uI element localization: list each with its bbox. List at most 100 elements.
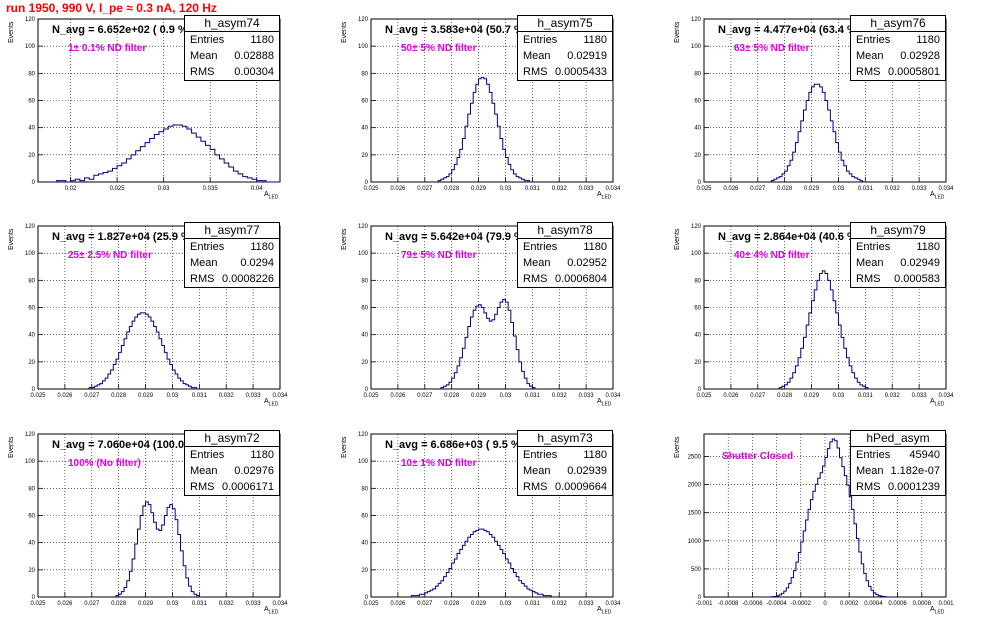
stats-value: 0.0008226 [222,273,274,285]
x-tick-label: 0.032 [885,393,901,399]
y-axis-label: Events [674,228,681,250]
stats-key: Mean [523,465,551,477]
stats-key: Mean [523,50,551,62]
x-tick-label: 0.033 [246,601,262,607]
x-axis-label: ALED [264,606,279,616]
n-avg-label: N_avg = 7.060e+04 (100.0 %) [52,439,201,451]
x-tick-label: 0.028 [111,601,127,607]
x-tick-label: 0.026 [723,393,739,399]
stats-box: h_asym76 Entries 1180 Mean 0.02928 RMS 0.00058… [850,15,946,81]
stats-row-entries: Entries 1180 [185,447,279,463]
y-tick-label: 120 [25,432,36,438]
filter-label: 1± 0.1% ND filter [68,43,147,54]
stats-box-title: h_asym74 [185,16,279,32]
stats-row-mean: Mean 0.0294 [185,255,279,271]
x-tick-label: 0.031 [192,601,208,607]
stats-key: Mean [190,465,218,477]
x-tick-label: 0.025 [363,393,379,399]
stats-value: 0.0006171 [222,481,274,493]
y-tick-label: 40 [28,126,35,132]
x-tick-label: 0.031 [192,393,208,399]
x-tick-label: 0.028 [444,393,460,399]
y-tick-label: 100 [358,44,369,50]
histogram-series [47,124,280,183]
stats-row-mean: Mean 0.02939 [518,463,612,479]
y-tick-label: 60 [694,99,701,105]
x-tick-label: 0.033 [246,393,262,399]
stats-box: h_asym78 Entries 1180 Mean 0.02952 RMS 0.00068… [517,222,613,288]
x-axis-label: ALED [597,606,612,616]
y-axis-label: Events [8,228,15,250]
y-tick-label: 0 [365,180,369,186]
y-axis-label: Events [8,21,15,43]
histogram-series [764,438,893,598]
y-tick-label: 40 [28,333,35,339]
x-tick-label: 0.031 [525,601,541,607]
stats-row-rms: RMS 0.0009664 [518,479,612,495]
n-avg-label: N_avg = 3.583e+04 (50.7 %) [385,24,528,36]
stats-box-title: h_asym77 [185,223,279,239]
y-tick-label: 120 [25,224,36,230]
y-tick-label: 120 [358,224,369,230]
stats-key: RMS [856,481,881,493]
stats-key: Entries [523,241,558,253]
x-axis-label-subscript: LED [601,609,612,616]
stats-value: 0.0009664 [555,481,607,493]
x-tick-label: 0.033 [912,393,928,399]
y-axis-label: Events [341,436,348,458]
x-tick-label: 0.027 [84,601,100,607]
stats-value: 1180 [916,34,940,46]
y-tick-label: 40 [361,541,368,547]
y-tick-label: 80 [361,486,368,492]
x-tick-label: 0.029 [804,186,820,192]
stats-row-mean: Mean 0.02888 [185,48,279,64]
x-tick-label: 0.025 [363,601,379,607]
stats-box-title: h_asym73 [518,431,612,447]
y-axis-label: Events [674,436,681,458]
y-tick-label: 0 [365,595,369,601]
y-tick-label: 60 [28,99,35,105]
y-tick-label: 0 [698,387,702,393]
stats-value: 0.0005433 [555,66,607,78]
stats-key: Mean [190,50,218,62]
x-tick-label: 0.026 [390,601,406,607]
filter-label: 79± 5% ND filter [401,250,477,261]
y-tick-label: 2500 [688,454,702,460]
stats-row-rms: RMS 0.00304 [185,64,279,80]
x-tick-label: 0.0008 [913,601,932,607]
y-tick-label: 0 [698,595,702,601]
x-tick-label: 0.027 [417,393,433,399]
y-tick-label: 40 [694,126,701,132]
y-tick-label: 80 [28,71,35,77]
stats-row-rms: RMS 0.0005801 [851,64,945,80]
filter-label: 40± 4% ND filter [734,250,810,261]
stats-row-entries: Entries 45940 [851,447,945,463]
stats-box: hPed_asym Entries 45940 Mean 1.182e-07 RMS 0.0… [850,430,946,496]
stats-box-title: h_asym76 [851,16,945,32]
y-tick-label: 60 [361,99,368,105]
y-tick-label: 2000 [688,483,702,489]
x-tick-label: 0.031 [525,393,541,399]
x-tick-label: 0.028 [111,393,127,399]
x-axis-label-subscript: LED [268,401,279,408]
x-tick-label: 0.02 [65,186,77,192]
x-tick-label: 0.034 [272,601,288,607]
y-tick-label: 20 [361,153,368,159]
filter-label: Shutter Closed [722,451,794,462]
x-tick-label: 0.04 [251,186,263,192]
histogram-pad-h_asym78: 0.025 0.026 0.027 0.028 0.029 0.03 0.031 0.032 0… [358,224,621,399]
y-tick-label: 80 [28,278,35,284]
stats-value: 0.0005801 [888,66,940,78]
x-axis-label-subscript: LED [601,194,612,201]
x-tick-label: 0.034 [938,393,954,399]
stats-value: 1180 [583,449,607,461]
y-tick-label: 120 [691,17,702,23]
stats-box: h_asym72 Entries 1180 Mean 0.02976 RMS 0.00061… [184,430,280,496]
x-tick-label: -0.0004 [766,601,787,607]
x-tick-label: 0.032 [219,601,235,607]
histogram-series [778,270,871,390]
stats-value: 1180 [916,241,940,253]
stats-value: 1180 [583,34,607,46]
stats-box-title: h_asym78 [518,223,612,239]
